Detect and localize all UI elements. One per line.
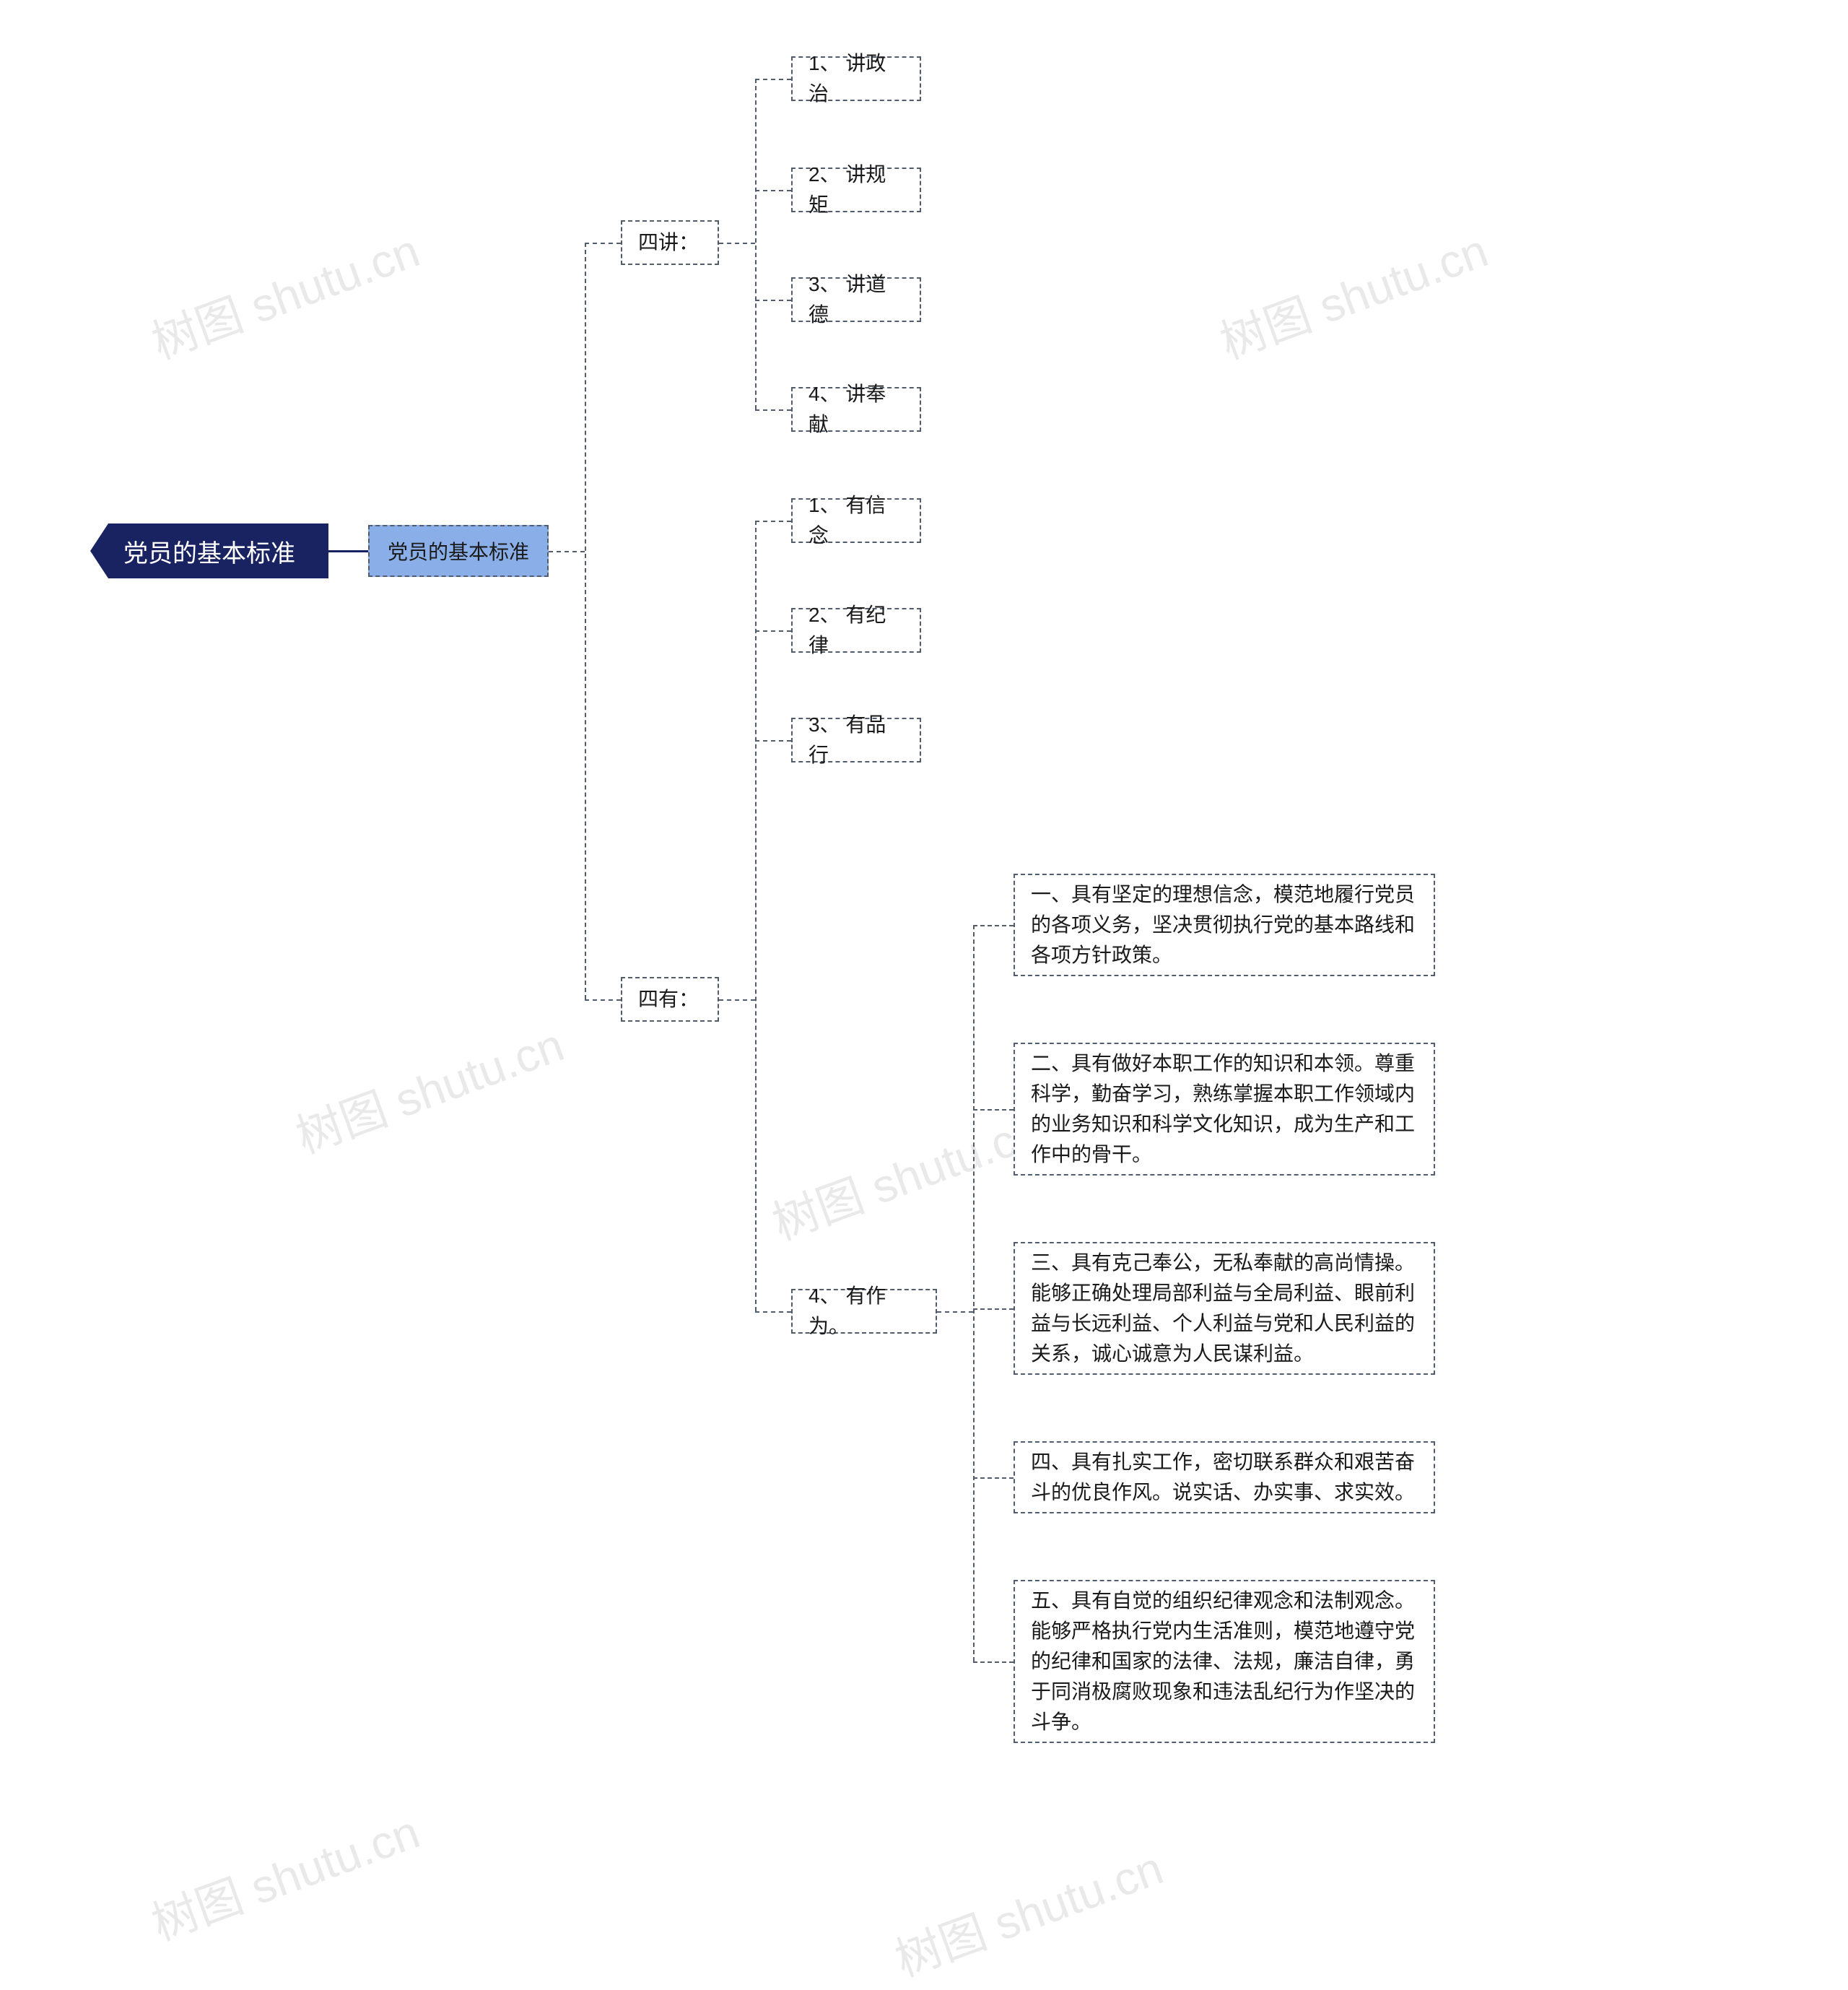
connector bbox=[755, 79, 757, 409]
connector bbox=[973, 1109, 1014, 1111]
connector bbox=[755, 190, 791, 191]
branch-four-jiang: 四讲： bbox=[621, 220, 719, 265]
leaf-jiang-3: 3、 讲道德 bbox=[791, 277, 921, 322]
connector bbox=[755, 1311, 791, 1313]
leaf-jiang-1: 1、 讲政治 bbox=[791, 56, 921, 101]
connector bbox=[973, 1308, 1014, 1310]
connector bbox=[585, 999, 621, 1001]
connector bbox=[973, 1661, 1014, 1663]
leaf-jiang-2: 2、 讲规矩 bbox=[791, 168, 921, 212]
leaf-detail-3: 三、具有克己奉公，无私奉献的高尚情操。能够正确处理局部利益与全局利益、眼前利益与… bbox=[1014, 1242, 1435, 1375]
leaf-detail-2: 二、具有做好本职工作的知识和本领。尊重科学，勤奋学习，熟练掌握本职工作领域内的业… bbox=[1014, 1043, 1435, 1176]
connector bbox=[973, 925, 975, 1661]
leaf-you-2: 2、 有纪律 bbox=[791, 608, 921, 653]
leaf-you-3: 3、 有品行 bbox=[791, 718, 921, 762]
level1-node: 党员的基本标准 bbox=[368, 525, 549, 577]
connector-root bbox=[328, 550, 368, 552]
connector bbox=[755, 300, 791, 301]
connector bbox=[755, 630, 791, 632]
connector bbox=[585, 243, 621, 244]
leaf-detail-4: 四、具有扎实工作，密切联系群众和艰苦奋斗的优良作风。说实话、办实事、求实效。 bbox=[1014, 1441, 1435, 1513]
leaf-you-1: 1、 有信念 bbox=[791, 498, 921, 543]
connector bbox=[973, 1477, 1014, 1479]
branch-four-you: 四有： bbox=[621, 977, 719, 1022]
watermark: 树图 shutu.cn bbox=[141, 1795, 427, 1953]
leaf-detail-1: 一、具有坚定的理想信念，模范地履行党员的各项义务，坚决贯彻执行党的基本路线和各项… bbox=[1014, 874, 1435, 976]
connector bbox=[719, 243, 755, 244]
connector bbox=[755, 521, 757, 1311]
root-node: 党员的基本标准 bbox=[90, 523, 328, 578]
connector bbox=[973, 925, 1014, 926]
connector bbox=[585, 243, 586, 999]
connector bbox=[719, 999, 755, 1001]
connector bbox=[755, 740, 791, 742]
watermark: 树图 shutu.cn bbox=[286, 1008, 572, 1166]
connector bbox=[549, 551, 585, 552]
connector bbox=[937, 1311, 973, 1313]
leaf-jiang-4: 4、 讲奉献 bbox=[791, 387, 921, 432]
leaf-you-4: 4、 有作为。 bbox=[791, 1289, 937, 1334]
watermark: 树图 shutu.cn bbox=[762, 1095, 1048, 1253]
connector bbox=[755, 409, 791, 411]
watermark: 树图 shutu.cn bbox=[141, 214, 427, 372]
connector bbox=[755, 521, 791, 522]
connector bbox=[755, 79, 791, 80]
watermark: 树图 shutu.cn bbox=[1210, 214, 1496, 372]
watermark: 树图 shutu.cn bbox=[885, 1831, 1171, 1989]
leaf-detail-5: 五、具有自觉的组织纪律观念和法制观念。能够严格执行党内生活准则，模范地遵守党的纪… bbox=[1014, 1580, 1435, 1743]
